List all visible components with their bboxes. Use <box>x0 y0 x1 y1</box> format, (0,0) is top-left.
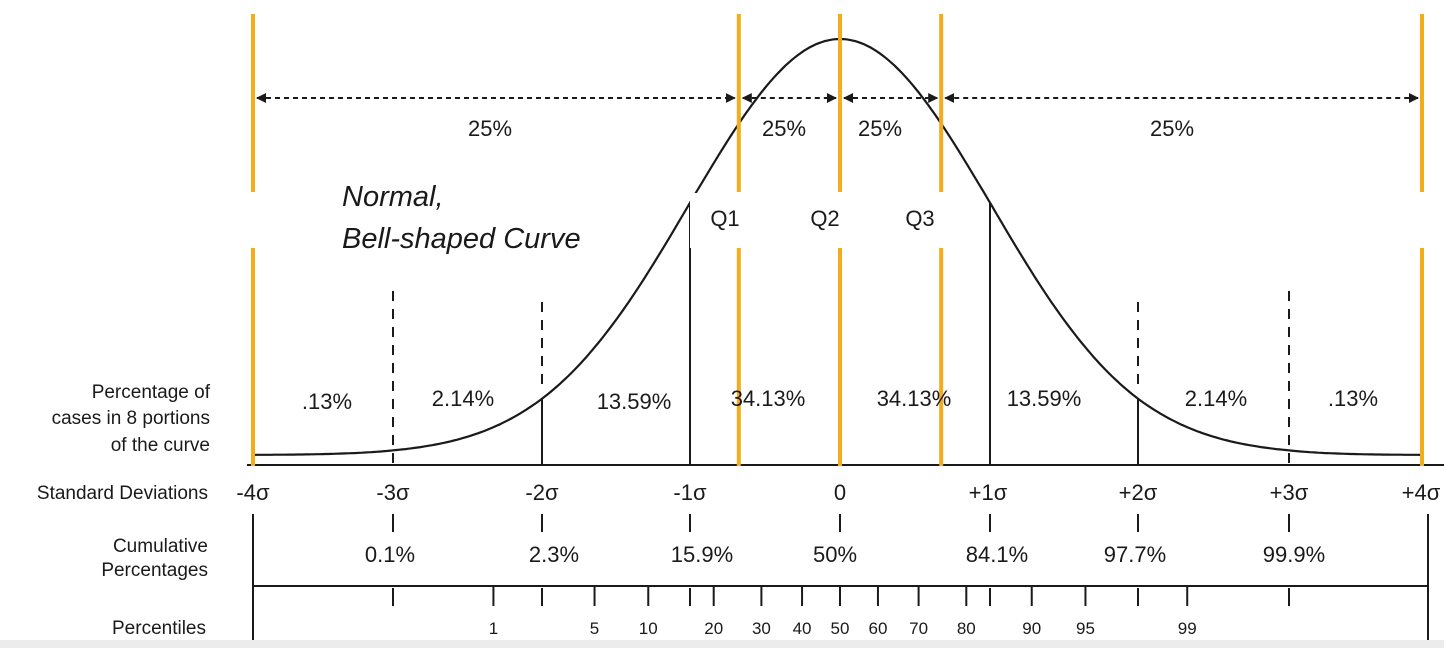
portion-percentage-3: 13.59% <box>597 389 672 414</box>
curve-title-line-2: Bell-shaped Curve <box>342 223 581 255</box>
quartile-lines <box>251 14 1424 466</box>
percentile-label: 1 <box>489 619 498 638</box>
cumulative-percentage-6: 97.7% <box>1104 542 1166 567</box>
sigma-label-minus-3: -3σ <box>376 480 410 505</box>
sigma-label-plus-2: +2σ <box>1119 480 1158 505</box>
row-label-percentage-line-3: of the curve <box>111 435 210 456</box>
cumulative-percentage-3: 15.9% <box>671 542 733 567</box>
sigma-label-plus-4: +4σ <box>1402 480 1441 505</box>
row-label-cumulative-line-2: Percentages <box>101 560 208 581</box>
percentile-label: 70 <box>909 619 928 638</box>
percentile-label: 5 <box>590 619 599 638</box>
percentile-label: 50 <box>831 619 850 638</box>
portion-percentage-7: 2.14% <box>1185 386 1247 411</box>
quartile-percent-label-1: 25% <box>468 116 512 141</box>
row-label-standard-deviations: Standard Deviations <box>37 483 208 504</box>
quartile-percent-label-2: 25% <box>762 116 806 141</box>
cumulative-percentage-2: 2.3% <box>529 542 579 567</box>
sigma-label-minus-2: -2σ <box>525 480 559 505</box>
percentile-label: 40 <box>793 619 812 638</box>
percentile-label: 20 <box>704 619 723 638</box>
portion-percentage-2: 2.14% <box>432 386 494 411</box>
quartile-label-q1: Q1 <box>710 206 739 231</box>
percentile-label: 80 <box>957 619 976 638</box>
quartile-label-background <box>690 193 950 248</box>
sigma-label-plus-3: +3σ <box>1270 480 1309 505</box>
portion-percentage-5: 34.13% <box>877 386 952 411</box>
cumulative-ticks <box>252 514 1429 640</box>
quartile-percent-label-3: 25% <box>858 116 902 141</box>
cumulative-percentage-7: 99.9% <box>1263 542 1325 567</box>
portion-percentage-1: .13% <box>302 389 352 414</box>
cumulative-percentage-4: 50% <box>813 542 857 567</box>
quartile-label-q2: Q2 <box>810 206 839 231</box>
sigma-label-plus-1: +1σ <box>969 480 1008 505</box>
percentile-axis: 1 5 10 20 30 40 50 60 70 80 90 95 99 <box>253 585 1428 638</box>
sigma-label-minus-1: -1σ <box>673 480 707 505</box>
row-label-percentiles: Percentiles <box>112 618 206 639</box>
percentile-label: 90 <box>1022 619 1041 638</box>
curve-title-line-1: Normal, <box>342 181 444 213</box>
percentile-label: 60 <box>868 619 887 638</box>
cumulative-percentage-1: 0.1% <box>365 542 415 567</box>
cumulative-percentage-5: 84.1% <box>966 542 1028 567</box>
bottom-scrollbar-track <box>0 640 1444 648</box>
quartile-percent-label-4: 25% <box>1150 116 1194 141</box>
percentile-label: 99 <box>1178 619 1197 638</box>
portion-percentage-8: .13% <box>1328 386 1378 411</box>
row-label-cumulative-line-1: Cumulative <box>113 536 208 557</box>
quartile-label-q3: Q3 <box>905 206 934 231</box>
sigma-label-0: 0 <box>834 480 846 505</box>
percentile-label: 30 <box>752 619 771 638</box>
portion-percentage-4: 34.13% <box>731 386 806 411</box>
row-label-percentage-line-2: cases in 8 portions <box>52 408 210 429</box>
row-label-percentage-line-1: Percentage of <box>92 382 211 403</box>
portion-percentage-6: 13.59% <box>1007 386 1082 411</box>
percentile-label: 95 <box>1076 619 1095 638</box>
sigma-label-minus-4: -4σ <box>236 480 270 505</box>
percentile-label: 10 <box>639 619 658 638</box>
